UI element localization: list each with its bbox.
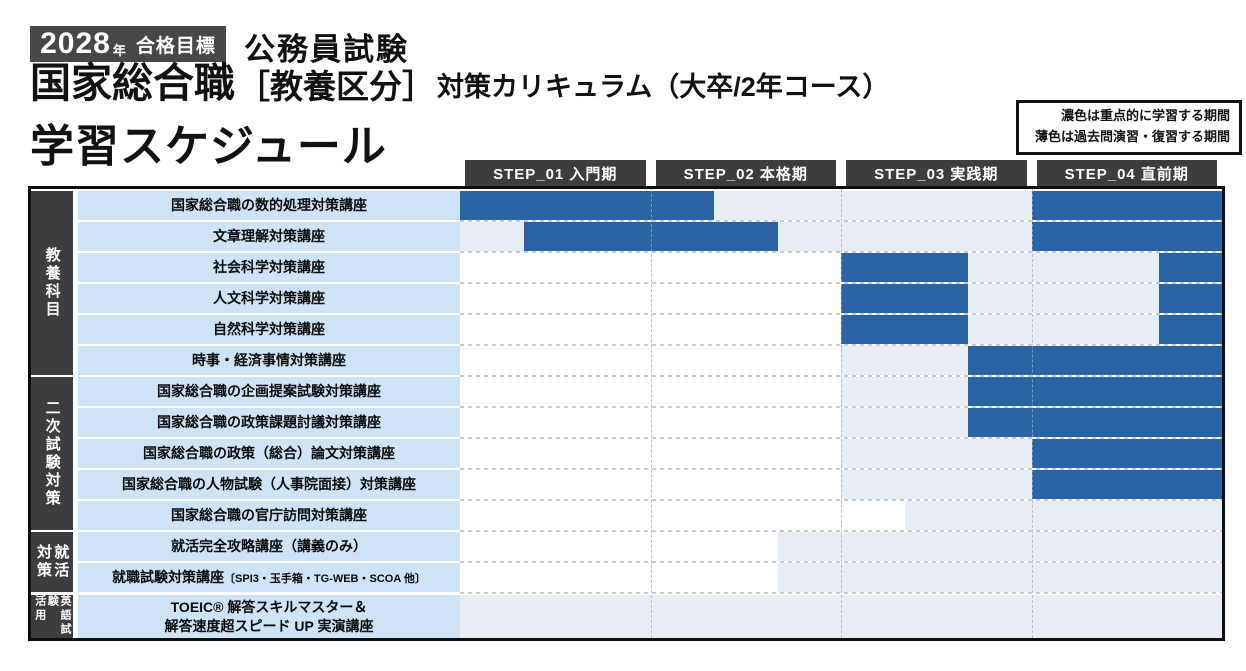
step-gridline bbox=[841, 189, 842, 638]
target-year-badge: 2028 年 合格目標 bbox=[30, 26, 226, 62]
schedule-bar-light bbox=[968, 315, 1159, 344]
row-label-4: 人文科学対策講座 bbox=[78, 284, 460, 313]
schedule-bar-light bbox=[841, 470, 1032, 499]
schedule-bar-dark bbox=[1031, 470, 1222, 499]
schedule-bar-dark bbox=[1031, 222, 1222, 251]
step-header-2: STEP_02 本格期 bbox=[655, 160, 836, 186]
schedule-bar-light bbox=[841, 346, 968, 375]
row-label-1: 国家総合職の数的処理対策講座 bbox=[78, 191, 460, 220]
badge-goal: 合格目標 bbox=[135, 35, 216, 57]
schedule-bar-dark bbox=[968, 377, 1222, 406]
schedule-bar-light bbox=[904, 501, 1222, 530]
row-label-14: TOEIC® 解答スキルマスター＆ 解答速度超スピード UP 実演講座 bbox=[78, 595, 460, 638]
row-label-12: 就活完全攻略講座（講義のみ） bbox=[78, 532, 460, 561]
schedule-bar-dark bbox=[968, 408, 1222, 437]
schedule-table: STEP_01 入門期 STEP_02 本格期 STEP_03 実践期 STEP_04… bbox=[28, 160, 1225, 641]
schedule-bar-light bbox=[841, 439, 1032, 468]
step-gridline bbox=[650, 189, 652, 638]
schedule-bar-light bbox=[968, 284, 1159, 313]
schedule-bar-dark bbox=[841, 253, 968, 282]
badge-year-unit: 年 bbox=[112, 42, 126, 58]
legend-box: 濃色は重点的に学習する期間 薄色は過去問演習・復習する期間 bbox=[1016, 100, 1242, 155]
title-bracket: ［教養区分］ bbox=[237, 67, 435, 105]
row-label-3: 社会科学対策講座 bbox=[78, 253, 460, 282]
chart-row-3 bbox=[460, 253, 1222, 282]
schedule-bar-dark bbox=[1031, 439, 1222, 468]
schedule-bar-dark bbox=[460, 191, 714, 220]
legend-light-note: 薄色は過去問演習・復習する期間 bbox=[1034, 128, 1230, 144]
badge-year: 2028 bbox=[40, 27, 111, 60]
row-label-2: 文章理解対策講座 bbox=[78, 222, 460, 251]
row-label-13: 就職試験対策講座〔SPI3・玉手箱・TG-WEB・SCOA 他〕 bbox=[78, 563, 460, 592]
row-label-9: 国家総合職の政策（総合）論文対策講座 bbox=[78, 439, 460, 468]
schedule-bar-light bbox=[968, 253, 1159, 282]
schedule-bar-dark bbox=[968, 346, 1222, 375]
group-label-3: 就活 対策 bbox=[31, 532, 73, 592]
schedule-bar-light bbox=[714, 191, 1032, 220]
schedule-bar-dark bbox=[1158, 284, 1222, 313]
schedule-bar-light bbox=[777, 532, 1222, 561]
title-main: 国家総合職 bbox=[30, 60, 235, 106]
schedule-bar-light bbox=[777, 563, 1222, 592]
title-tail: 対策カリキュラム（大卒/2年コース） bbox=[437, 71, 890, 102]
schedule-bar-dark bbox=[1158, 315, 1222, 344]
schedule-bar-light bbox=[460, 222, 524, 251]
schedule-bar-light bbox=[841, 377, 968, 406]
page-title: 国家総合職 ［教養区分］ 対策カリキュラム（大卒/2年コース） bbox=[30, 60, 890, 106]
frame-border-top bbox=[28, 186, 1225, 189]
row-label-5: 自然科学対策講座 bbox=[78, 315, 460, 344]
step-gridline bbox=[1031, 189, 1033, 638]
group-label-1: 教養科目 bbox=[31, 191, 73, 375]
row-label-7: 国家総合職の企画提案試験対策講座 bbox=[78, 377, 460, 406]
row-label-8: 国家総合職の政策課題討議対策講座 bbox=[78, 408, 460, 437]
frame-border-bottom bbox=[28, 638, 1225, 641]
exam-category: 公務員試験 bbox=[244, 32, 409, 67]
step-header-1: STEP_01 入門期 bbox=[465, 160, 646, 186]
schedule-bar-light bbox=[841, 408, 968, 437]
legend-dark-note: 濃色は重点的に学習する期間 bbox=[1060, 108, 1230, 123]
schedule-bar-light bbox=[777, 222, 1032, 251]
schedule-bar-dark bbox=[841, 284, 968, 313]
frame-border-right bbox=[1222, 186, 1225, 641]
rows-area: 教養科目 二次試験対策 就活 対策 英語試験 活用 国家総合職の数的処理対策講座 文章理解… bbox=[28, 189, 1225, 638]
group-label-2: 二次試験対策 bbox=[31, 377, 73, 530]
row-label-11: 国家総合職の官庁訪問対策講座 bbox=[78, 501, 460, 530]
schedule-bar-dark bbox=[1158, 253, 1222, 282]
frame-border-left bbox=[28, 186, 31, 641]
schedule-bar-dark bbox=[841, 315, 968, 344]
step-header-3: STEP_03 実践期 bbox=[846, 160, 1027, 186]
group-label-4: 英語試験 活用 bbox=[31, 595, 73, 638]
page-subtitle: 学習スケジュール bbox=[30, 122, 387, 171]
row-label-10: 国家総合職の人物試験（人事院面接）対策講座 bbox=[78, 470, 460, 499]
schedule-bar-dark bbox=[1031, 191, 1222, 220]
step-header-4: STEP_04 直前期 bbox=[1036, 160, 1217, 186]
row-label-6: 時事・経済事情対策講座 bbox=[78, 346, 460, 375]
